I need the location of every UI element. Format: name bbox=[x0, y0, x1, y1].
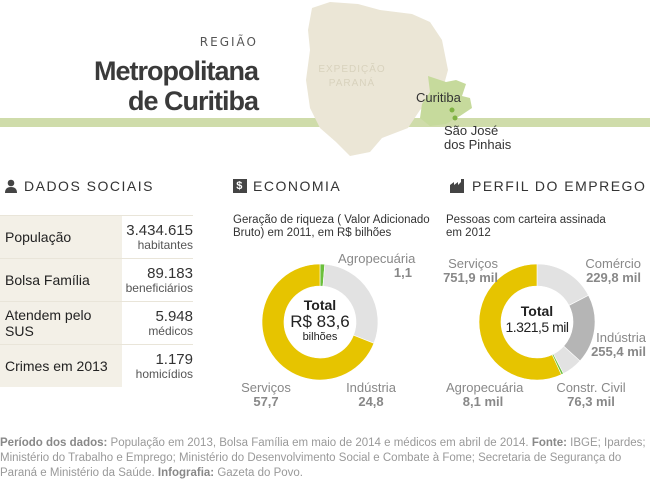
table-row: Crimes em 2013 1.179 homicídios bbox=[0, 344, 193, 387]
parana-map: EXPEDIÇÃO PARANÁ bbox=[306, 2, 472, 156]
value: 76,3 mil bbox=[567, 394, 615, 409]
category: Comércio bbox=[585, 256, 641, 271]
footer-key: Período dos dados: bbox=[0, 437, 108, 449]
state-shape bbox=[306, 2, 448, 156]
value-number: 3.434.615 bbox=[126, 221, 193, 239]
value-number: 5.948 bbox=[155, 307, 193, 325]
section-title: ECONOMIA bbox=[253, 178, 342, 194]
row-value: 5.948 médicos bbox=[122, 302, 193, 344]
label-industria-2: Indústria 255,4 mil bbox=[568, 331, 646, 359]
table-row: População 3.434.615 habitantes bbox=[0, 215, 193, 258]
person-icon bbox=[5, 179, 17, 193]
footer-key: Fonte: bbox=[531, 437, 567, 449]
category: Indústria bbox=[346, 380, 396, 395]
label-constr: Constr. Civil 76,3 mil bbox=[556, 381, 626, 409]
section-title: PERFIL DO EMPREGO bbox=[472, 178, 647, 194]
row-label: População bbox=[0, 216, 122, 258]
value-unit: beneficiários bbox=[125, 280, 193, 295]
label-servicos-1: Serviços 57,7 bbox=[240, 381, 292, 409]
row-label: Atendem pelo SUS bbox=[0, 302, 122, 344]
category: Constr. Civil bbox=[556, 380, 626, 395]
donut-slice-servi-os bbox=[478, 263, 562, 381]
value-number: 89.183 bbox=[147, 264, 193, 282]
row-value: 89.183 beneficiários bbox=[122, 259, 193, 301]
city-line: São José bbox=[444, 123, 499, 138]
label-comercio: Comércio 229,8 mil bbox=[568, 257, 641, 285]
factory-icon bbox=[450, 179, 464, 193]
subtitle-line: Pessoas com carteira assinada bbox=[446, 214, 606, 226]
subtitle-line: Geração de riqueza ( Valor Adicionado bbox=[233, 214, 430, 226]
map-watermark: PARANÁ bbox=[329, 76, 375, 89]
economia-donut bbox=[261, 263, 379, 381]
social-table: População 3.434.615 habitantes Bolsa Famíli… bbox=[0, 215, 193, 387]
city-curitiba: Curitiba bbox=[416, 90, 461, 105]
value: 229,8 mil bbox=[586, 270, 641, 285]
page-title: Metropolitana de Curitiba bbox=[93, 56, 259, 116]
city-line: dos Pinhais bbox=[444, 137, 512, 152]
section-social: DADOS SOCIAIS bbox=[4, 178, 154, 194]
table-row: Bolsa Família 89.183 beneficiários bbox=[0, 258, 193, 301]
total-unit: bilhões bbox=[302, 331, 338, 343]
row-value: 3.434.615 habitantes bbox=[122, 216, 193, 258]
title-line: de Curitiba bbox=[127, 86, 259, 116]
value-unit: homicídios bbox=[135, 366, 193, 381]
economia-subtitle: Geração de riqueza ( Valor Adicionado Bru… bbox=[233, 214, 430, 240]
dollar-icon: $ bbox=[233, 179, 247, 193]
category: Indústria bbox=[596, 330, 646, 345]
value: 255,4 mil bbox=[591, 344, 646, 359]
value-unit: médicos bbox=[148, 323, 193, 338]
row-label: Crimes em 2013 bbox=[0, 345, 122, 387]
footer-text: Gazeta do Povo. bbox=[214, 467, 304, 479]
row-label: Bolsa Família bbox=[0, 259, 122, 301]
city-sao-jose: São José dos Pinhais bbox=[444, 124, 511, 152]
total-label: Total bbox=[303, 297, 337, 313]
label-industria-1: Indústria 24,8 bbox=[346, 381, 396, 409]
value: 751,9 mil bbox=[443, 270, 498, 285]
footer-text: População em 2013, Bolsa Família em maio… bbox=[107, 437, 532, 449]
label-servicos-2: Serviços 751,9 mil bbox=[440, 257, 498, 285]
value: 8,1 mil bbox=[462, 394, 504, 409]
value: 1,1 bbox=[393, 265, 412, 280]
footer-key: Infografia: bbox=[157, 467, 215, 479]
footer-text: IBGE; Ipardes; Ministério do Trabalho e … bbox=[0, 437, 646, 479]
emprego-subtitle: Pessoas com carteira assinada em 2012 bbox=[446, 214, 606, 240]
table-row: Atendem pelo SUS 5.948 médicos bbox=[0, 301, 193, 344]
section-title: DADOS SOCIAIS bbox=[24, 178, 154, 194]
section-emprego: PERFIL DO EMPREGO bbox=[450, 178, 646, 194]
category: Serviços bbox=[448, 256, 498, 271]
value-number: 1.179 bbox=[155, 350, 193, 368]
region-label: REGIÃO bbox=[199, 35, 258, 49]
emprego-donut bbox=[478, 263, 596, 381]
title-line: Metropolitana bbox=[93, 56, 259, 86]
region-shape bbox=[420, 76, 472, 126]
value: 57,7 bbox=[253, 394, 279, 409]
category: Serviços bbox=[241, 380, 291, 395]
donut-slice-servi-os bbox=[261, 263, 375, 381]
label-agro-2: Agropecuária 8,1 mil bbox=[446, 380, 524, 409]
subtitle-line: em 2012 bbox=[446, 227, 491, 239]
category: Agropecuária bbox=[446, 380, 524, 395]
footer-credits: Período dos dados: População em 2013, Bo… bbox=[0, 436, 650, 481]
row-value: 1.179 homicídios bbox=[122, 345, 193, 387]
value: 24,8 bbox=[358, 394, 384, 409]
total-label: Total bbox=[520, 303, 554, 319]
total-value: 1.321,5 mil bbox=[505, 319, 569, 335]
label-agro-1: Agropecuária 1,1 bbox=[338, 251, 416, 280]
value-unit: habitantes bbox=[137, 237, 193, 252]
subtitle-line: Bruto) em 2011, em R$ bilhões bbox=[233, 227, 392, 239]
section-economia: $ ECONOMIA bbox=[233, 178, 341, 194]
economia-total: Total R$ 83,6 bilhões bbox=[280, 297, 360, 343]
category: Agropecuária bbox=[338, 251, 416, 266]
map-watermark: EXPEDIÇÃO bbox=[318, 62, 385, 75]
emprego-total: Total 1.321,5 mil bbox=[492, 303, 582, 335]
total-value: R$ 83,6 bbox=[290, 312, 350, 331]
